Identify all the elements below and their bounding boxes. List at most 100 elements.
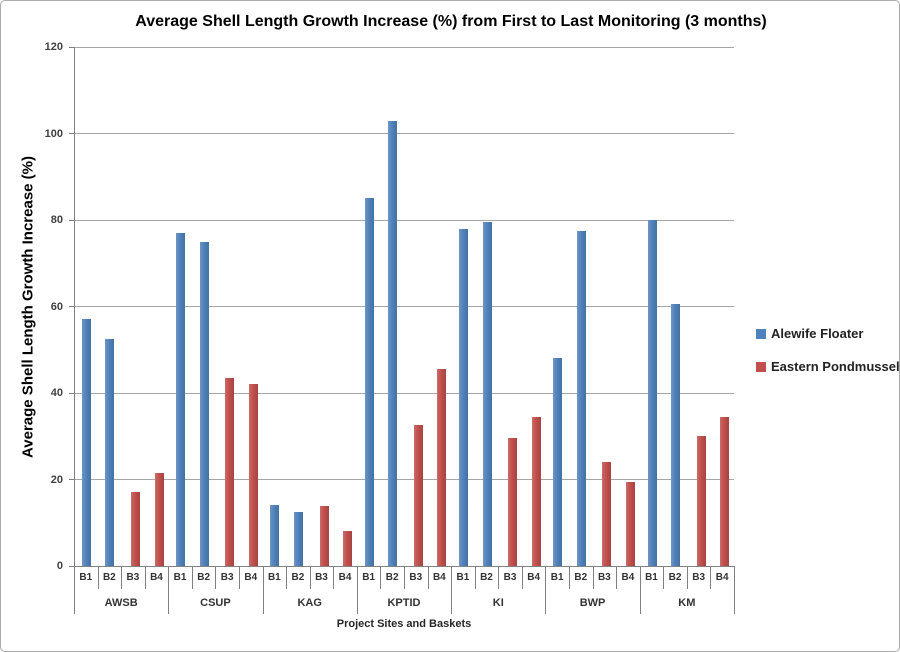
group-separator <box>451 566 453 614</box>
basket-label-bwp-b1: B1 <box>550 572 564 583</box>
bar-bwp-b4 <box>625 481 635 566</box>
bar-kag-b3 <box>319 506 329 566</box>
bar-km-b2 <box>671 304 681 566</box>
category-separator <box>427 566 429 589</box>
bar-ki-b3 <box>508 438 518 566</box>
basket-label-kag-b3: B3 <box>315 572 328 583</box>
bar-km-b3 <box>696 436 706 566</box>
category-separator <box>144 566 146 589</box>
basket-label-awsb-b3: B3 <box>126 572 140 583</box>
basket-label-csup-b3: B3 <box>220 572 234 583</box>
group-separator <box>356 566 358 614</box>
category-separator <box>616 566 618 589</box>
site-label-awsb: AWSB <box>104 597 138 609</box>
bar-ki-b4 <box>531 416 541 566</box>
category-separator <box>286 566 288 589</box>
bar-awsb-b1 <box>81 319 91 566</box>
site-label-csup: CSUP <box>200 597 231 609</box>
gridline-20 <box>74 479 734 480</box>
basket-label-kag-b4: B4 <box>338 572 352 583</box>
bar-km-b4 <box>720 416 730 566</box>
y-tick-label-60: 60 <box>50 300 63 313</box>
bar-kag-b4 <box>343 531 353 566</box>
site-label-bwp: BWP <box>579 597 606 609</box>
basket-label-km-b3: B3 <box>692 572 706 583</box>
bar-awsb-b2 <box>105 338 115 566</box>
y-tick-label-20: 20 <box>50 473 63 486</box>
legend: Alewife Floater Eastern Pondmussel <box>756 326 900 392</box>
bar-kptid-b4 <box>437 369 447 566</box>
group-separator <box>639 566 641 614</box>
basket-label-kptid-b1: B1 <box>362 572 376 583</box>
basket-label-kag-b1: B1 <box>267 572 281 583</box>
category-separator <box>239 566 240 589</box>
basket-label-bwp-b2: B2 <box>574 572 588 583</box>
basket-label-km-b4: B4 <box>715 572 729 583</box>
site-label-ki: KI <box>492 597 504 609</box>
group-separator <box>545 566 547 614</box>
bar-csup-b2 <box>199 241 209 566</box>
category-separator <box>710 566 712 589</box>
basket-label-kag-b2: B2 <box>291 572 305 583</box>
basket-label-awsb-b1: B1 <box>79 572 93 583</box>
gridline-40 <box>74 392 734 394</box>
basket-label-km-b2: B2 <box>668 572 682 583</box>
bar-bwp-b3 <box>602 462 612 566</box>
group-separator <box>734 566 735 614</box>
bar-kptid-b2 <box>388 120 398 566</box>
site-label-kag: KAG <box>297 597 322 609</box>
basket-label-ki-b1: B1 <box>456 572 470 583</box>
y-tick-label-40: 40 <box>50 387 63 399</box>
category-separator <box>521 566 523 589</box>
bar-kag-b1 <box>270 505 280 566</box>
bar-kag-b2 <box>293 511 303 566</box>
basket-label-km-b1: B1 <box>645 572 658 583</box>
basket-label-kptid-b3: B3 <box>409 572 423 583</box>
legend-item-alewife-floater: Alewife Floater <box>756 326 899 341</box>
basket-label-kptid-b4: B4 <box>432 572 446 583</box>
y-axis-tick-40 <box>69 392 74 394</box>
bar-bwp-b2 <box>576 230 586 566</box>
bar-csup-b1 <box>176 232 186 566</box>
basket-label-awsb-b2: B2 <box>102 572 116 583</box>
legend-swatch-alewife-floater-icon <box>756 328 766 339</box>
bar-awsb-b3 <box>130 492 140 566</box>
basket-label-ki-b4: B4 <box>527 572 541 583</box>
chart-title: Average Shell Length Growth Increase (%)… <box>135 13 767 30</box>
category-separator <box>121 566 123 589</box>
category-separator <box>380 566 382 589</box>
y-tick-label-100: 100 <box>44 127 63 140</box>
bar-ki-b1 <box>458 228 468 566</box>
site-label-kptid: KPTID <box>387 597 421 609</box>
basket-label-csup-b1: B1 <box>173 572 187 583</box>
y-tick-label-0: 0 <box>56 560 63 572</box>
category-separator <box>686 566 688 589</box>
group-separator <box>168 566 170 614</box>
legend-label-alewife-floater: Alewife Floater <box>771 326 864 341</box>
gridline-80 <box>74 219 734 221</box>
category-separator <box>404 566 405 589</box>
y-tick-label-120: 120 <box>44 41 63 53</box>
y-axis-tick-60 <box>69 306 74 307</box>
basket-label-bwp-b3: B3 <box>597 572 611 583</box>
y-axis-tick-100 <box>69 133 74 134</box>
basket-label-awsb-b4: B4 <box>150 572 163 583</box>
gridline-120 <box>74 46 734 48</box>
basket-label-bwp-b4: B4 <box>621 572 635 583</box>
legend-swatch-eastern-pondmussel-icon <box>756 361 766 372</box>
gridline-60 <box>74 306 734 307</box>
basket-label-csup-b4: B4 <box>244 572 258 583</box>
bar-km-b1 <box>647 220 657 566</box>
category-separator <box>191 566 193 589</box>
y-axis-tick-0 <box>69 565 74 567</box>
basket-label-csup-b2: B2 <box>197 572 211 583</box>
category-separator <box>592 566 594 589</box>
bar-awsb-b4 <box>154 473 164 566</box>
category-separator <box>215 566 217 589</box>
category-separator <box>474 566 476 589</box>
group-separator <box>262 566 264 614</box>
gridline-100 <box>74 133 734 134</box>
bar-bwp-b1 <box>553 358 563 566</box>
legend-label-eastern-pondmussel: Eastern Pondmussel <box>771 359 900 374</box>
